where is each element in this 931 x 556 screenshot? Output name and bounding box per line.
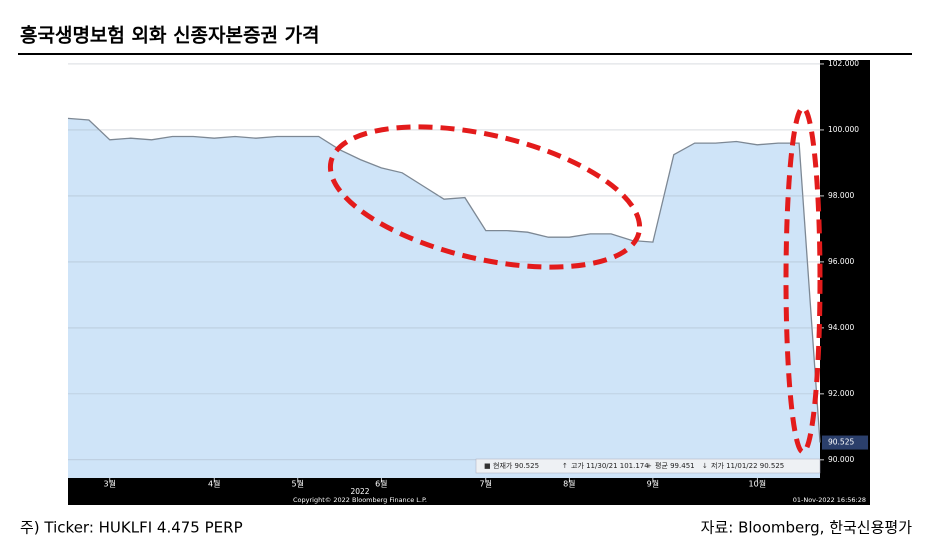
x-tick-label: 8월 (563, 479, 575, 489)
legend-strip (475, 458, 821, 474)
x-year: 2022 (350, 487, 369, 496)
x-tick-label: 7월 (480, 479, 492, 489)
x-tick-label: 6월 (375, 479, 387, 489)
x-tick-label: 5월 (292, 479, 304, 489)
legend-stat: 저가 11/01/22 90.525 (711, 461, 784, 470)
y-tick-label: 92.000 (828, 389, 854, 398)
highlight-ellipse (783, 105, 823, 455)
x-tick-label: 10월 (749, 479, 767, 489)
source: 자료: Bloomberg, 한국신용평가 (701, 519, 913, 537)
y-tick-label: 98.000 (828, 191, 854, 200)
x-tick-label: 9월 (647, 479, 659, 489)
y-tick-label: 100.000 (828, 125, 859, 134)
legend-symbol: ■ (484, 462, 491, 470)
y-tick-label: 94.000 (828, 323, 854, 332)
last-value-label: 90.525 (828, 438, 854, 447)
x-tick-label: 4월 (208, 479, 220, 489)
y-tick-label: 96.000 (828, 257, 854, 266)
legend-stat: 현재가 90.525 (493, 461, 539, 470)
timestamp: 01-Nov-2022 16:56:28 (793, 496, 866, 504)
legend-symbol: ↑ (562, 462, 568, 470)
area (68, 118, 820, 479)
annotations (327, 105, 823, 455)
line (67, 117, 821, 443)
x-tick-label: 3월 (104, 479, 116, 489)
title: 흥국생명보험 외화 신종자본증권 가격 (20, 24, 320, 47)
highlight-ellipse (327, 124, 643, 270)
legend-stat: 고가 11/30/21 101.174 (571, 461, 649, 470)
plot: 90.000 92.000 94.000 96.000 98.000 100.000 102… (67, 59, 868, 504)
legend-symbol: ↓ (702, 462, 708, 470)
copyright: Copyright© 2022 Bloomberg Finance L.P. (293, 496, 427, 504)
footnote: 주) Ticker: HUKLFI 4.475 PERP (20, 519, 243, 537)
legend-symbol: + (646, 462, 652, 470)
legend-stat: 평균 99.451 (655, 461, 695, 470)
y-tick-label: 102.000 (828, 59, 859, 68)
y-tick-label: 90.000 (828, 455, 854, 464)
last-value-box (822, 435, 868, 450)
